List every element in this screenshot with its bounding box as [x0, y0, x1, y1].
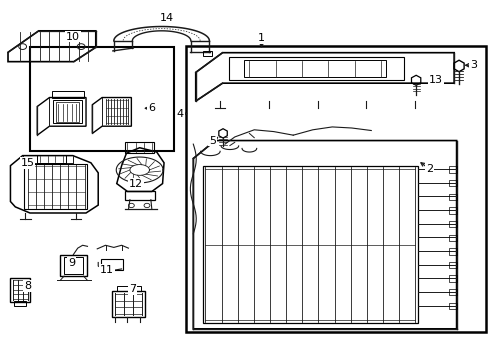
Bar: [448, 166, 456, 173]
Bar: [37, 155, 65, 163]
Bar: [203, 51, 211, 56]
Text: 1: 1: [258, 33, 264, 43]
Text: 13: 13: [428, 75, 442, 85]
Text: 10: 10: [66, 32, 80, 41]
Bar: [228, 57, 404, 80]
Bar: [448, 289, 456, 296]
Bar: [30, 47, 173, 151]
Text: 9: 9: [68, 258, 75, 268]
Bar: [56, 102, 79, 122]
Bar: [203, 166, 417, 323]
Bar: [185, 45, 485, 332]
Text: 7: 7: [128, 284, 136, 294]
Text: 6: 6: [148, 103, 155, 113]
Text: 4: 4: [176, 109, 183, 119]
Bar: [448, 180, 456, 186]
Bar: [448, 248, 456, 255]
Bar: [10, 278, 30, 302]
Bar: [448, 262, 456, 268]
Bar: [24, 163, 87, 210]
Text: 11: 11: [100, 265, 114, 275]
Bar: [448, 303, 456, 309]
Bar: [112, 291, 145, 317]
Text: 12: 12: [129, 179, 143, 189]
Bar: [52, 91, 83, 98]
Bar: [64, 257, 82, 274]
Bar: [14, 301, 26, 306]
Bar: [448, 207, 456, 214]
Bar: [60, 255, 87, 276]
Text: 5: 5: [209, 136, 216, 145]
Bar: [244, 60, 385, 77]
Text: 15: 15: [20, 158, 35, 168]
Bar: [101, 259, 122, 270]
Bar: [125, 191, 155, 200]
Bar: [448, 194, 456, 200]
Text: 2: 2: [426, 164, 432, 174]
Bar: [448, 221, 456, 227]
Bar: [53, 100, 81, 123]
Bar: [125, 142, 154, 153]
Text: 3: 3: [469, 60, 476, 70]
Bar: [448, 234, 456, 241]
Bar: [117, 286, 141, 291]
Bar: [448, 275, 456, 282]
Text: 8: 8: [24, 281, 31, 291]
Text: 14: 14: [159, 13, 173, 23]
